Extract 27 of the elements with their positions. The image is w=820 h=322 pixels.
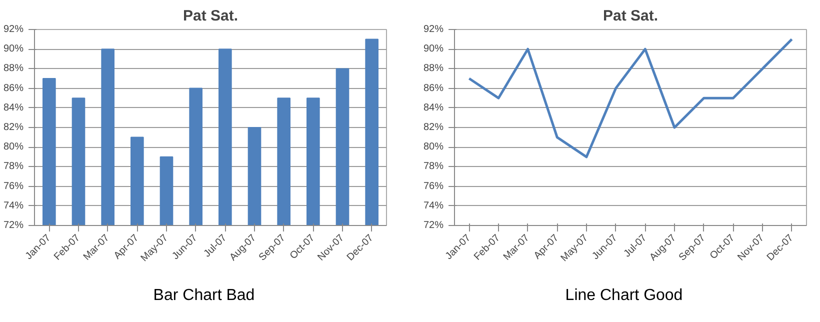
y-tick-label: 82%	[423, 122, 444, 133]
y-tick-label: 90%	[3, 44, 24, 55]
y-tick-label: 78%	[423, 161, 444, 172]
y-tick-label: 90%	[423, 44, 444, 55]
y-tick-label: 82%	[3, 122, 24, 133]
y-tick-label: 88%	[423, 63, 444, 74]
y-tick-label: 92%	[3, 24, 24, 35]
y-tick-label: 92%	[423, 24, 444, 35]
y-tick-label: 80%	[423, 142, 444, 153]
chart-title: Pat Sat.	[182, 8, 238, 24]
y-tick-label: 86%	[423, 82, 444, 94]
y-tick-label: 72%	[423, 220, 444, 231]
y-tick-label: 76%	[3, 180, 24, 192]
y-tick-label: 74%	[3, 200, 24, 212]
y-tick-label: 86%	[3, 82, 24, 94]
y-tick-label: 80%	[3, 142, 24, 153]
chart-title: Pat Sat.	[602, 8, 658, 24]
y-tick-label: 74%	[423, 200, 444, 212]
text: Bar Chart Bad	[153, 286, 255, 306]
y-tick-label: 72%	[3, 220, 24, 231]
y-tick-label: 84%	[423, 102, 444, 114]
y-tick-label: 76%	[423, 180, 444, 192]
y-tick-label: 84%	[3, 102, 24, 114]
text: Line Chart Good	[565, 286, 683, 306]
y-tick-label: 78%	[3, 161, 24, 172]
y-tick-label: 88%	[3, 63, 24, 74]
line-series	[468, 38, 794, 158]
